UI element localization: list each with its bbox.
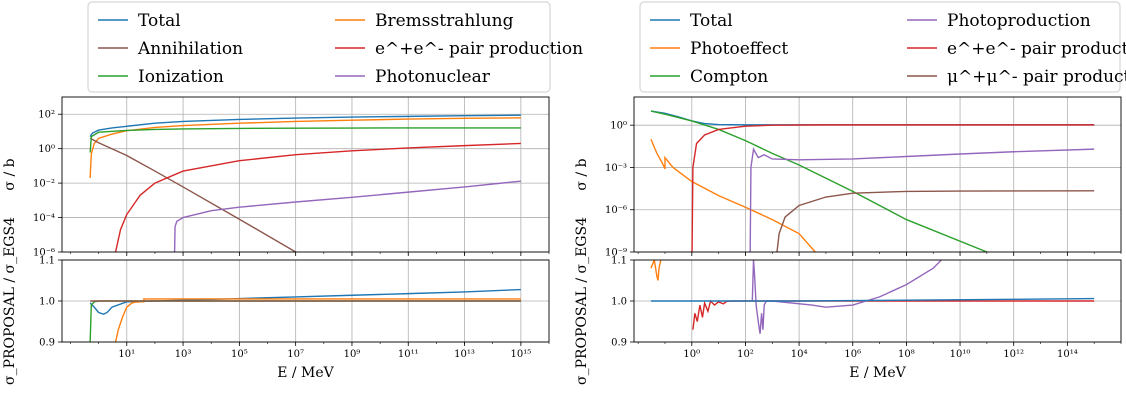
legend-label: Photonuclear xyxy=(375,67,491,87)
y-axis-label: σ / b xyxy=(574,158,590,190)
x-tick-label: 10⁸ xyxy=(898,349,915,360)
series-line-photoeffect xyxy=(650,260,662,281)
legend-box xyxy=(87,1,551,93)
series-line-photoproduction xyxy=(751,260,942,334)
y-tick-label: 10⁰ xyxy=(38,144,55,155)
y-tick-label: 10⁻⁶ xyxy=(33,248,55,259)
legend-label: Compton xyxy=(690,67,768,87)
series-group xyxy=(650,110,1095,252)
legend-label: Photoeffect xyxy=(690,39,788,59)
series-line-annihilation xyxy=(89,137,298,252)
y-tick-label: 10⁻⁶ xyxy=(605,205,627,216)
series-line-total xyxy=(650,297,1095,302)
y-tick-label: 1.1 xyxy=(39,256,55,267)
y-axis-label: σ / b xyxy=(2,158,18,190)
y-axis-label: σ_PROPOSAL / σ_EGS4 xyxy=(2,217,18,385)
series-line-photonuclear xyxy=(173,180,521,252)
series-line-e-e-pair-production xyxy=(692,299,1095,330)
x-tick-label: 10¹² xyxy=(1003,349,1024,360)
series-line-compton xyxy=(650,110,988,252)
y-axis-label: σ_PROPOSAL / σ_EGS4 xyxy=(574,217,590,385)
axes-frame xyxy=(61,96,550,253)
x-tick-label: 10³ xyxy=(175,349,192,360)
legend-label: Total xyxy=(690,11,733,31)
legend-label: Bremsstrahlung xyxy=(375,11,514,31)
legend-label: Ionization xyxy=(138,67,224,87)
axes-frame xyxy=(633,259,1122,343)
series-line-bremsstrahlung xyxy=(114,298,521,342)
x-axis-label: E / MeV xyxy=(277,365,334,381)
y-tick-label: 10⁰ xyxy=(610,121,627,132)
x-tick-label: 10¹¹ xyxy=(398,349,419,360)
series-group xyxy=(89,288,521,342)
x-tick-label: 10¹ xyxy=(118,349,135,360)
series-line-ionization xyxy=(89,127,521,153)
legend-box xyxy=(639,1,1121,93)
series-line-e-e-pair-production xyxy=(691,124,1095,252)
series-line-ionization xyxy=(89,300,521,342)
y-tick-label: 10⁻⁴ xyxy=(33,213,55,224)
x-axis-label: E / MeV xyxy=(849,365,906,381)
y-tick-label: 0.9 xyxy=(611,338,627,349)
x-tick-label: 10⁹ xyxy=(344,349,361,360)
axes-frame xyxy=(633,96,1122,253)
series-line-e-e-pair-production xyxy=(114,142,521,252)
x-tick-label: 10⁶ xyxy=(844,349,861,360)
y-tick-label: 1.0 xyxy=(611,297,627,308)
y-tick-label: 10⁻⁹ xyxy=(605,248,627,259)
legend-label: e^+e^- pair production xyxy=(375,39,583,59)
panel-left-ratio: 10¹ 10³ 10⁵ 10⁷ 10⁹ 10¹¹ 10¹³ 10¹⁵ 0.9 1.0 1.1 σ_PR… xyxy=(2,217,550,385)
x-tick-label: 10¹⁵ xyxy=(510,349,531,360)
x-tick-label: 10¹³ xyxy=(454,349,475,360)
x-tick-label: 10¹⁰ xyxy=(950,349,971,360)
x-tick-label: 10⁴ xyxy=(791,349,808,360)
y-tick-label: 1.0 xyxy=(39,297,55,308)
series-line-photoproduction xyxy=(749,146,1095,252)
x-tick-label: 10⁷ xyxy=(287,349,304,360)
series-line-bremsstrahlung xyxy=(89,117,521,178)
y-tick-label: 10⁻³ xyxy=(605,163,627,174)
legend-label: μ^+μ^- pair production xyxy=(947,67,1126,87)
series-line-photoeffect xyxy=(650,138,816,252)
series-group xyxy=(650,260,1095,334)
axes-frame xyxy=(61,259,550,343)
y-tick-label: 10⁻² xyxy=(33,179,55,190)
series-group xyxy=(89,114,521,252)
panel-left-main: 10⁻⁶ 10⁻⁴ 10⁻² 10⁰ 10² σ / b Total Bremsstrahlu… xyxy=(2,1,583,259)
series-line--pair-production xyxy=(776,190,1095,252)
y-tick-label: 10² xyxy=(38,110,55,121)
series-line-total xyxy=(89,114,521,138)
panel-right-main: 10⁻⁹ 10⁻⁶ 10⁻³ 10⁰ σ / b Total Photoeffect Comp… xyxy=(574,1,1126,259)
y-tick-label: 0.9 xyxy=(39,338,55,349)
x-tick-label: 10¹⁴ xyxy=(1057,349,1078,360)
legend-label: e^+e^- pair production xyxy=(947,39,1126,59)
x-tick-label: 10⁰ xyxy=(683,349,700,360)
x-tick-label: 10⁵ xyxy=(231,349,248,360)
legend-label: Total xyxy=(138,11,181,31)
legend-label: Photoproduction xyxy=(947,11,1091,31)
x-tick-label: 10² xyxy=(737,349,754,360)
panel-right-ratio: 10⁰ 10² 10⁴ 10⁶ 10⁸ 10¹⁰ 10¹² 10¹⁴ 0.9 1.0 1.1 σ_PR… xyxy=(574,217,1122,385)
series-line-total xyxy=(89,288,521,315)
legend-label: Annihilation xyxy=(137,39,243,59)
series-line-total xyxy=(650,110,1095,126)
y-tick-label: 1.1 xyxy=(611,256,627,267)
